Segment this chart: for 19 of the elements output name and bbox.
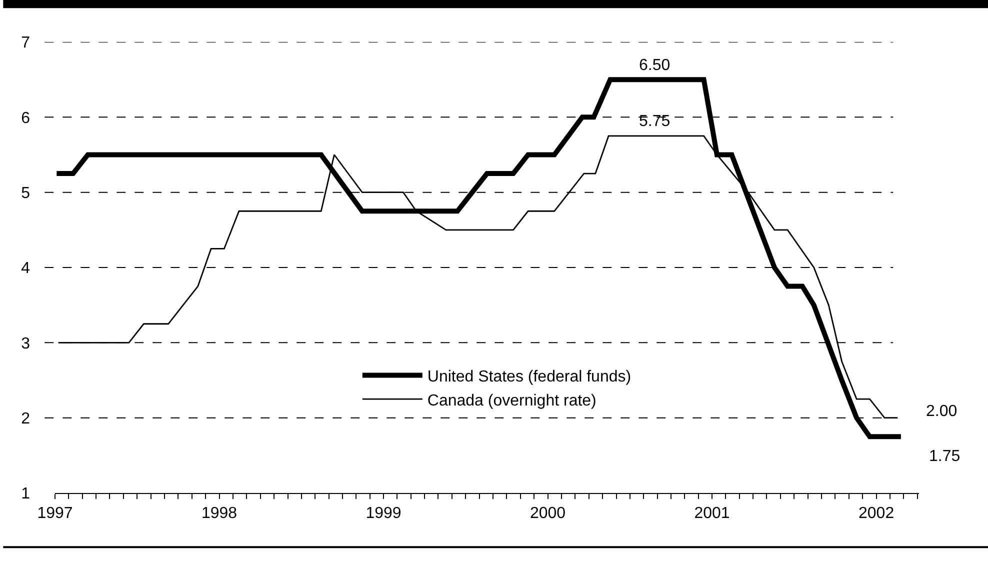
annotation: 2.00: [926, 403, 958, 420]
y-tick-label: 5: [21, 184, 30, 202]
x-tick-label: 2002: [858, 505, 894, 522]
legend-label: United States (federal funds): [427, 368, 632, 386]
x-tick-label: 1999: [366, 505, 402, 522]
annotation: 1.75: [929, 448, 960, 465]
x-tick-label: 1997: [37, 505, 73, 522]
x-tick-label: 2001: [694, 505, 730, 522]
legend-label: Canada (overnight rate): [427, 392, 596, 410]
y-tick-label: 7: [21, 34, 30, 52]
y-tick-label: 4: [21, 260, 30, 278]
x-tick-label: 1998: [201, 505, 238, 522]
annotation: 6.50: [639, 57, 670, 74]
y-tick-label: 1: [21, 486, 30, 503]
y-tick-label: 6: [21, 110, 30, 127]
x-tick-label: 2000: [530, 505, 566, 522]
y-tick-label: 2: [21, 410, 30, 428]
y-tick-label: 3: [21, 335, 30, 352]
annotation: 5.75: [639, 113, 670, 130]
